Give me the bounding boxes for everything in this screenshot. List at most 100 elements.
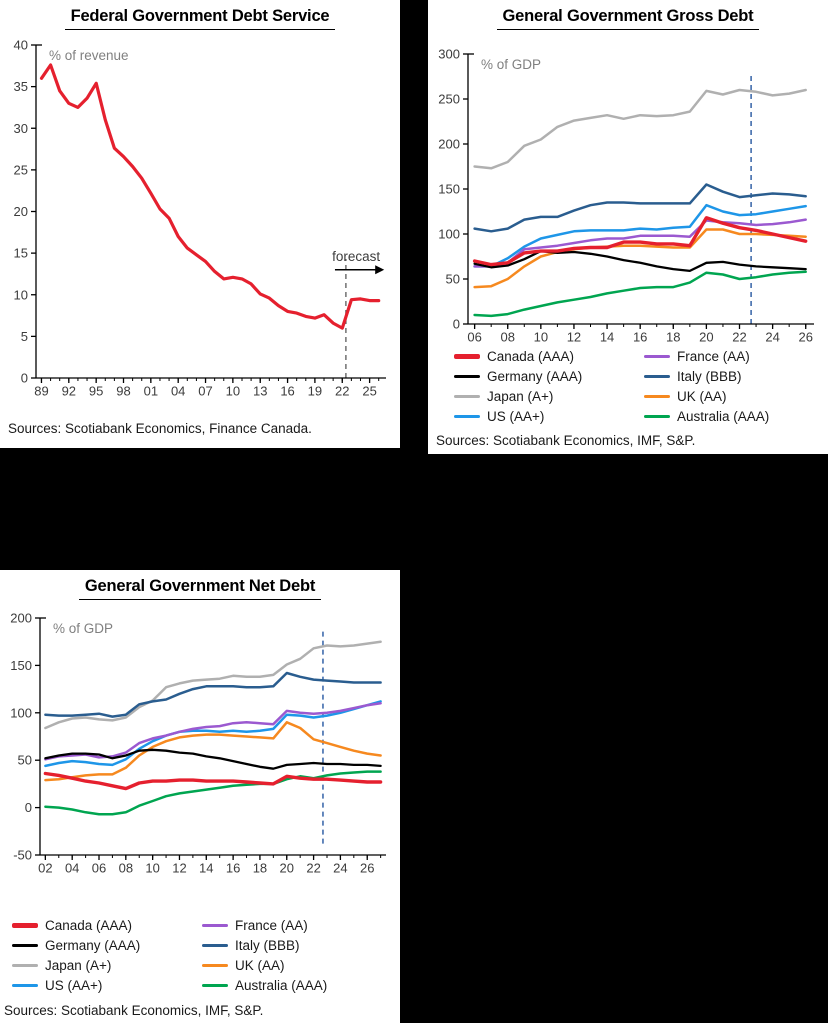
svg-text:0: 0 xyxy=(21,371,28,386)
svg-text:50: 50 xyxy=(18,753,32,768)
legend-item: Italy (BBB) xyxy=(202,938,327,953)
legend-swatch xyxy=(454,374,480,378)
legend-swatch xyxy=(644,374,670,378)
svg-text:14: 14 xyxy=(600,330,614,345)
svg-text:22: 22 xyxy=(732,330,746,345)
net-debt-legend: Canada (AAA) Germany (AAA) Japan (A+) US (A… xyxy=(12,915,327,995)
legend-swatch xyxy=(12,983,38,987)
svg-text:26: 26 xyxy=(798,330,812,345)
svg-text:25: 25 xyxy=(362,384,376,399)
svg-text:15: 15 xyxy=(14,246,28,261)
svg-text:06: 06 xyxy=(92,861,106,876)
legend-item: UK (AA) xyxy=(202,958,327,973)
svg-text:22: 22 xyxy=(335,384,349,399)
svg-text:% of revenue: % of revenue xyxy=(49,48,129,63)
chart-title-debt-service: Federal Government Debt Service xyxy=(64,7,336,30)
gross-debt-legend: Canada (AAA) Germany (AAA) Japan (A+) US (A… xyxy=(454,346,769,426)
legend-label: Canada (AAA) xyxy=(45,917,133,933)
legend-swatch xyxy=(454,414,480,418)
svg-text:08: 08 xyxy=(500,330,514,345)
legend-label: Australia (AAA) xyxy=(235,977,328,993)
svg-text:25: 25 xyxy=(14,162,28,177)
svg-text:150: 150 xyxy=(10,658,32,673)
legend-label: US (AA+) xyxy=(45,977,103,993)
sources-note: Sources: Scotiabank Economics, IMF, S&P. xyxy=(436,433,696,448)
svg-text:20: 20 xyxy=(280,861,294,876)
legend-swatch xyxy=(12,943,38,947)
legend-label: Australia (AAA) xyxy=(677,408,770,424)
legend-item: Japan (A+) xyxy=(454,389,644,404)
legend-swatch xyxy=(202,983,228,987)
legend-swatch xyxy=(644,394,670,398)
svg-text:250: 250 xyxy=(438,92,460,107)
svg-text:% of GDP: % of GDP xyxy=(53,621,113,636)
svg-text:20: 20 xyxy=(699,330,713,345)
panel-gross-debt: General Government Gross Debt 0 50 100 150 2… xyxy=(428,0,828,454)
svg-text:13: 13 xyxy=(253,384,267,399)
legend-label: Japan (A+) xyxy=(45,957,112,973)
svg-text:22: 22 xyxy=(306,861,320,876)
svg-text:04: 04 xyxy=(171,384,185,399)
chart-title-wrap: General Government Net Debt xyxy=(0,577,400,600)
svg-text:300: 300 xyxy=(438,47,460,62)
legend-swatch xyxy=(202,963,228,967)
svg-text:100: 100 xyxy=(438,227,460,242)
chart-title-wrap: General Government Gross Debt xyxy=(428,7,828,30)
svg-text:50: 50 xyxy=(446,272,460,287)
gross-debt-line-chart: 0 50 100 150 200 250 300 06 08 10 12 14 16 18 20 22 24 26… xyxy=(438,47,814,345)
svg-text:02: 02 xyxy=(38,861,52,876)
legend-label: Germany (AAA) xyxy=(45,937,141,953)
svg-text:19: 19 xyxy=(308,384,322,399)
legend-label: Italy (BBB) xyxy=(677,368,742,384)
legend-item: US (AA+) xyxy=(12,978,202,993)
legend-swatch xyxy=(644,414,670,418)
svg-text:150: 150 xyxy=(438,182,460,197)
legend-item: US (AA+) xyxy=(454,409,644,424)
debt-service-line-chart: 0 5 10 15 20 25 30 35 40 89 92 95 98 01 04 07 10 13 16 19 22… xyxy=(14,38,386,399)
svg-text:14: 14 xyxy=(199,861,213,876)
legend-swatch xyxy=(12,963,38,967)
legend-item: Canada (AAA) xyxy=(454,349,644,364)
svg-text:24: 24 xyxy=(765,330,779,345)
chart-title-net-debt: General Government Net Debt xyxy=(78,577,322,600)
legend-item: Australia (AAA) xyxy=(644,409,769,424)
legend-swatch xyxy=(644,354,670,358)
legend-label: France (AA) xyxy=(677,348,750,364)
svg-text:98: 98 xyxy=(116,384,130,399)
legend-swatch xyxy=(202,943,228,947)
svg-text:18: 18 xyxy=(253,861,267,876)
legend-label: Canada (AAA) xyxy=(487,348,575,364)
svg-text:% of GDP: % of GDP xyxy=(481,57,541,72)
svg-text:95: 95 xyxy=(89,384,103,399)
svg-text:0: 0 xyxy=(453,317,460,332)
svg-text:forecast: forecast xyxy=(332,249,380,264)
svg-text:200: 200 xyxy=(10,611,32,626)
legend-label: France (AA) xyxy=(235,917,308,933)
legend-swatch xyxy=(454,394,480,398)
svg-text:10: 10 xyxy=(145,861,159,876)
legend-item: Germany (AAA) xyxy=(454,369,644,384)
svg-text:10: 10 xyxy=(226,384,240,399)
svg-text:0: 0 xyxy=(25,800,32,815)
chart-title-wrap: Federal Government Debt Service xyxy=(0,7,400,30)
legend-item: France (AA) xyxy=(644,349,769,364)
svg-text:08: 08 xyxy=(119,861,133,876)
svg-text:10: 10 xyxy=(534,330,548,345)
legend-item: Japan (A+) xyxy=(12,958,202,973)
svg-text:04: 04 xyxy=(65,861,79,876)
panel-net-debt: General Government Net Debt -50 0 50 100 150… xyxy=(0,570,400,1023)
legend-swatch xyxy=(12,922,38,928)
legend-item: UK (AA) xyxy=(644,389,769,404)
svg-text:18: 18 xyxy=(666,330,680,345)
sources-note: Sources: Scotiabank Economics, IMF, S&P. xyxy=(4,1003,264,1018)
legend-label: Germany (AAA) xyxy=(487,368,583,384)
legend-label: UK (AA) xyxy=(677,388,727,404)
legend-item: Italy (BBB) xyxy=(644,369,769,384)
svg-text:35: 35 xyxy=(14,79,28,94)
legend-label: Italy (BBB) xyxy=(235,937,300,953)
legend-item: Canada (AAA) xyxy=(12,918,202,933)
legend-item: Australia (AAA) xyxy=(202,978,327,993)
svg-text:16: 16 xyxy=(226,861,240,876)
legend-item: France (AA) xyxy=(202,918,327,933)
svg-text:-50: -50 xyxy=(13,848,32,863)
